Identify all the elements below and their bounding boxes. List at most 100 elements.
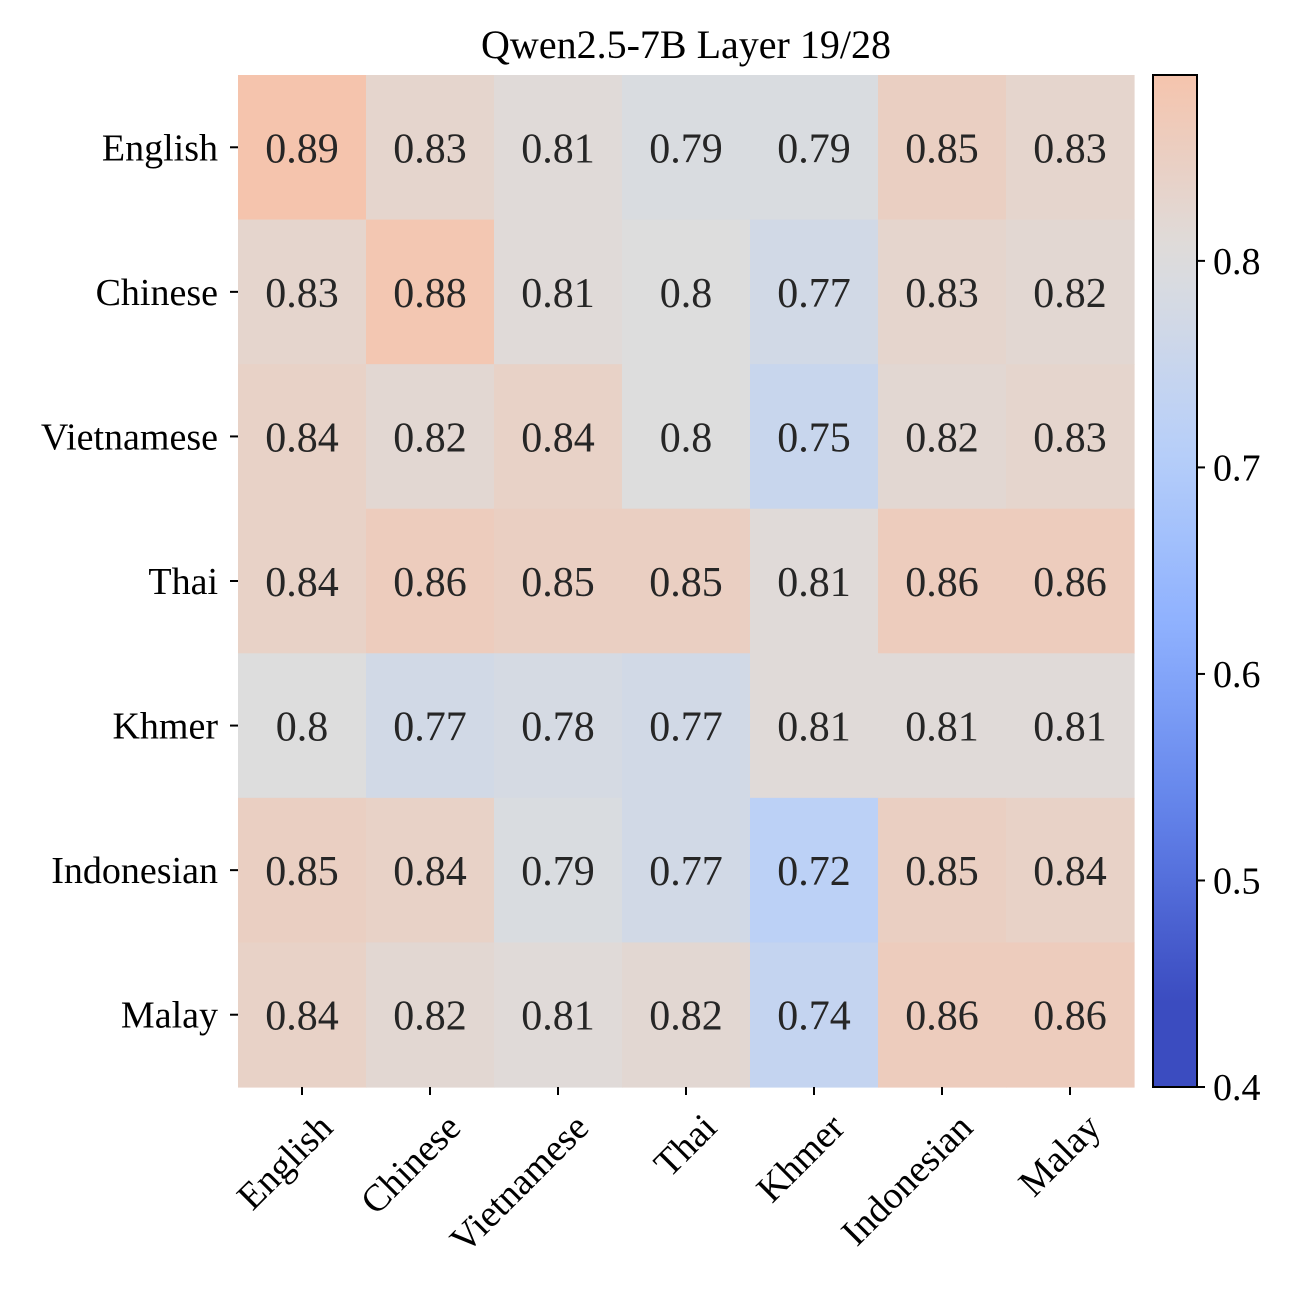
cell-value-label: 0.81: [905, 705, 979, 751]
cell-value-label: 0.77: [393, 705, 467, 751]
y-tick-label: English: [102, 127, 218, 169]
heatmap-cell: [622, 653, 751, 799]
heatmap-cell: [878, 797, 1007, 944]
x-tick-label: Indonesian: [833, 1106, 981, 1254]
cell-value-label: 0.8: [276, 705, 329, 751]
x-tick-label: Khmer: [749, 1106, 854, 1211]
cell-value-label: 0.85: [521, 560, 595, 606]
cell-value-label: 0.86: [1033, 994, 1107, 1040]
heatmap-cell: [494, 942, 623, 1088]
y-axis: English Chinese Vietnamese Thai Khmer Indones…: [41, 127, 238, 1037]
heatmap-cell: [366, 508, 495, 654]
y-tick-label: Chinese: [96, 272, 218, 314]
cell-value-label: 0.83: [1033, 126, 1107, 172]
cell-value-label: 0.77: [649, 705, 723, 751]
colorbar: 0.4 0.5 0.6 0.7 0.8: [1152, 74, 1261, 1109]
heatmap-cell: [1006, 364, 1135, 510]
heatmap-cell: [622, 364, 751, 510]
heatmap-cells: 0.89 0.83 0.81 0.79 0.79 0.85 0.83 0.83 0.88 0.81…: [238, 75, 1135, 1088]
heatmap-cell: [1006, 653, 1135, 799]
heatmap-cell: [366, 942, 495, 1088]
heatmap-cell: [750, 75, 879, 221]
cell-value-label: 0.82: [393, 415, 467, 461]
heatmap-cell: [622, 942, 751, 1088]
heatmap-cell: [622, 508, 751, 654]
heatmap-cell: [1006, 508, 1135, 654]
heatmap-cell: [750, 219, 879, 365]
heatmap-cell: [878, 942, 1007, 1088]
y-tick-label: Vietnamese: [41, 416, 218, 458]
heatmap-cell: [494, 797, 623, 944]
cell-value-label: 0.81: [521, 126, 595, 172]
cell-value-label: 0.82: [393, 994, 467, 1040]
cell-value-label: 0.85: [905, 126, 979, 172]
cell-value-label: 0.83: [265, 271, 339, 317]
cell-value-label: 0.82: [905, 415, 979, 461]
cell-value-label: 0.8: [660, 271, 713, 317]
colorbar-frame: [1152, 74, 1198, 1088]
heatmap-cell: [238, 364, 367, 510]
cell-value-label: 0.85: [649, 560, 723, 606]
cell-value-label: 0.79: [777, 126, 851, 172]
colorbar-ticks: 0.4 0.5 0.6 0.7 0.8: [1197, 241, 1261, 1109]
heatmap-cell: [622, 75, 751, 221]
cell-value-label: 0.82: [1033, 271, 1107, 317]
heatmap-cell: [238, 653, 367, 799]
heatmap-cell: [878, 653, 1007, 799]
cell-value-label: 0.88: [393, 271, 467, 317]
cell-value-label: 0.75: [777, 415, 851, 461]
x-tick-label: Thai: [646, 1106, 725, 1185]
cell-value-label: 0.83: [393, 126, 467, 172]
cell-value-label: 0.85: [265, 849, 339, 895]
cell-value-label: 0.86: [1033, 560, 1107, 606]
cell-value-label: 0.84: [521, 415, 595, 461]
cell-value-label: 0.81: [1033, 705, 1107, 751]
cell-value-label: 0.77: [777, 271, 851, 317]
heatmap-cell: [878, 219, 1007, 365]
y-tick-label: Indonesian: [51, 850, 218, 892]
heatmap-cell: [238, 508, 367, 654]
chart-title: Qwen2.5-7B Layer 19/28: [481, 22, 891, 67]
heatmap-cell: [750, 797, 879, 944]
heatmap-cell: [494, 364, 623, 510]
cell-value-label: 0.78: [521, 705, 595, 751]
cell-value-label: 0.89: [265, 126, 339, 172]
heatmap-cell: [878, 508, 1007, 654]
cell-value-label: 0.74: [777, 994, 851, 1040]
heatmap-cell: [494, 653, 623, 799]
heatmap-cell: [750, 653, 879, 799]
colorbar-tick-label: 0.5: [1213, 860, 1261, 902]
colorbar-tick-label: 0.7: [1213, 447, 1261, 489]
heatmap-cell: [238, 219, 367, 365]
heatmap-cell: [366, 75, 495, 221]
heatmap-cell: [366, 364, 495, 510]
cell-value-label: 0.81: [777, 560, 851, 606]
y-tick-label: Malay: [121, 995, 218, 1037]
heatmap-cell: [1006, 797, 1135, 944]
heatmap-cell: [878, 364, 1007, 510]
cell-value-label: 0.81: [521, 994, 595, 1040]
heatmap-cell: [622, 219, 751, 365]
heatmap-cell: [366, 797, 495, 944]
cell-value-label: 0.83: [1033, 415, 1107, 461]
cell-value-label: 0.81: [777, 705, 851, 751]
x-tick-label: Chinese: [353, 1106, 469, 1222]
heatmap-cell: [366, 653, 495, 799]
heatmap-cell: [238, 797, 367, 944]
cell-value-label: 0.83: [905, 271, 979, 317]
cell-value-label: 0.84: [1033, 849, 1107, 895]
cell-value-label: 0.86: [905, 994, 979, 1040]
cell-value-label: 0.84: [265, 994, 339, 1040]
heatmap-cell: [1006, 219, 1135, 365]
heatmap-cell: [750, 364, 879, 510]
cell-value-label: 0.79: [521, 849, 595, 895]
colorbar-tick-label: 0.6: [1213, 654, 1261, 696]
cell-value-label: 0.84: [265, 560, 339, 606]
colorbar-tick-label: 0.4: [1213, 1067, 1261, 1109]
cell-value-label: 0.77: [649, 849, 723, 895]
x-tick-label: English: [229, 1106, 341, 1218]
y-tick-label: Thai: [148, 561, 218, 603]
heatmap-cell: [750, 508, 879, 654]
